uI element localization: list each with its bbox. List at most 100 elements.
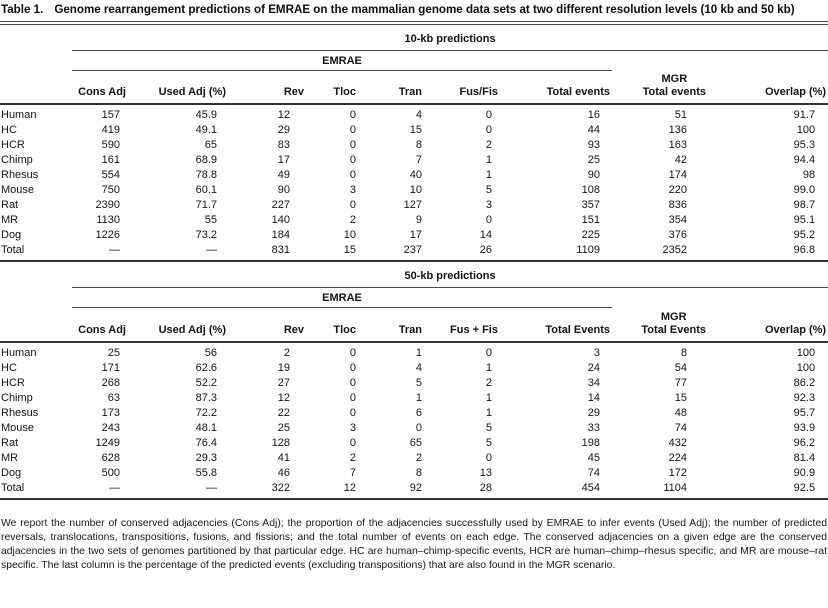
table-cell: 7	[349, 466, 356, 479]
table-row: Rhesus 173 72.2 22 0 6 1 29 48 95.7	[0, 406, 828, 421]
table-cell: 87.3	[195, 391, 217, 404]
table-cell: 86.2	[793, 376, 816, 389]
table-cell: 1	[415, 391, 422, 404]
table-caption-text: Genome rearrangement predictions of EMRA…	[54, 3, 795, 16]
column-header: Used Adj (%)	[128, 70, 228, 106]
table-cell: 100	[796, 361, 816, 374]
table-cell: 0	[349, 346, 356, 359]
table-cell: 108	[581, 184, 600, 197]
column-header: Rev	[228, 307, 306, 343]
table-cell: 243	[101, 421, 120, 434]
row-label: HCR	[1, 139, 25, 152]
table-cell: 95.1	[793, 214, 816, 227]
table-cell: 28	[424, 480, 500, 500]
table-cell: 26	[424, 243, 500, 263]
table-row: Mouse 243 48.1 25 3 0 5 33 74 93.9	[0, 421, 828, 436]
column-header: Cons Adj	[72, 307, 128, 343]
table-cell: 184	[271, 229, 290, 242]
table-cell: —	[72, 243, 128, 263]
section-title-row: 10-kb predictions	[0, 24, 828, 51]
table-cell: 100	[796, 124, 816, 137]
table-cell: 174	[668, 169, 687, 182]
table-cell: 95.7	[793, 406, 816, 419]
column-header: Cons Adj	[72, 70, 128, 106]
table-cell: 2	[349, 214, 356, 227]
table-cell: 100	[796, 346, 816, 359]
table-cell: 454	[500, 480, 612, 500]
table-cell: 0	[349, 376, 356, 389]
row-label: Total	[0, 480, 72, 500]
table-cell: 10	[409, 184, 422, 197]
spacer-cell	[612, 50, 828, 70]
table-row: Chimp 161 68.9 17 0 7 1 25 42 94.4	[0, 153, 828, 168]
table-cell: 10	[343, 229, 356, 242]
group-header-row: EMRAE	[0, 50, 828, 71]
table-row: Rat 1249 76.4 128 0 65 5 198 432 96.2	[0, 436, 828, 451]
table-cell: 81.4	[793, 451, 816, 464]
table-row: Dog 500 55.8 46 7 8 13 74 172 90.9	[0, 466, 828, 481]
row-label: HCR	[1, 376, 25, 389]
column-header-row: Cons Adj Used Adj (%) Rev Tloc Tran Fus + Fis…	[0, 307, 828, 343]
table-cell: 2	[283, 346, 290, 359]
table-row: Mouse 750 60.1 90 3 10 5 108 220 99.0	[0, 183, 828, 198]
row-label: Rhesus	[1, 406, 39, 419]
table-cell: 0	[349, 436, 356, 449]
table-cell: 163	[668, 139, 687, 152]
row-label: Mouse	[1, 184, 35, 197]
table-cell: 62.6	[195, 361, 217, 374]
table-cell: 71.7	[195, 199, 217, 212]
group-header: EMRAE	[72, 50, 612, 71]
row-label: HC	[1, 361, 17, 374]
table-cell: 99.0	[793, 184, 816, 197]
table-cell: 2	[349, 451, 356, 464]
table-cell: 1226	[95, 229, 120, 242]
table-cell: 2390	[95, 199, 120, 212]
table-cell: 77	[674, 376, 687, 389]
table-cell: 628	[101, 451, 120, 464]
table-cell: 1109	[500, 243, 612, 263]
table-cell: 51	[674, 109, 687, 122]
table-cell: 91.7	[793, 109, 816, 122]
table-cell: 198	[581, 436, 600, 449]
table-row: HC 171 62.6 19 0 4 1 24 54 100	[0, 361, 828, 376]
row-label: Rat	[1, 436, 19, 449]
table-cell: 12	[277, 391, 290, 404]
table-cell: 6	[415, 406, 422, 419]
table-cell: 15	[674, 391, 687, 404]
table-cell: 96.8	[708, 243, 828, 263]
table-cell: 92	[358, 480, 424, 500]
table-cell: 49	[277, 169, 290, 182]
table-cell: 1	[485, 169, 492, 182]
table-cell: 1249	[95, 436, 120, 449]
column-header: Used Adj (%)	[128, 307, 228, 343]
table-cell: 25	[107, 346, 120, 359]
spacer-cell	[612, 288, 828, 308]
table-row: Chimp 63 87.3 12 0 1 1 14 15 92.3	[0, 391, 828, 406]
table-cell: 92.5	[708, 480, 828, 500]
table-cell: 90	[587, 169, 600, 182]
column-header: MGR Total events	[612, 70, 708, 106]
table-cell: 95.3	[793, 139, 816, 152]
table-row: Human 157 45.9 12 0 4 0 16 51 91.7	[0, 104, 828, 123]
table-row: Rat 2390 71.7 227 0 127 3 357 836 98.7	[0, 198, 828, 213]
table-cell: 173	[101, 406, 120, 419]
table-cell: 140	[271, 214, 290, 227]
table-cell: 0	[349, 361, 356, 374]
row-label: Chimp	[1, 154, 33, 167]
table-cell: 92.3	[793, 391, 816, 404]
table-cell: 34	[587, 376, 600, 389]
table-cell: 56	[204, 346, 217, 359]
table-cell: 96.2	[793, 436, 816, 449]
table-cell: 2	[415, 451, 422, 464]
table-cell: —	[128, 480, 228, 500]
row-label: Dog	[1, 466, 22, 479]
table-cell: 90.9	[793, 466, 816, 479]
table-number: Table 1.	[1, 3, 44, 16]
column-header: Tran	[358, 307, 424, 343]
table-row: HCR 268 52.2 27 0 5 2 34 77 86.2	[0, 376, 828, 391]
column-header: Total Events	[500, 307, 612, 343]
table-cell: 1	[415, 346, 422, 359]
table-cell: 45	[587, 451, 600, 464]
table-row: Total — —322 12 92 28 454 1104 92.5	[0, 480, 828, 500]
